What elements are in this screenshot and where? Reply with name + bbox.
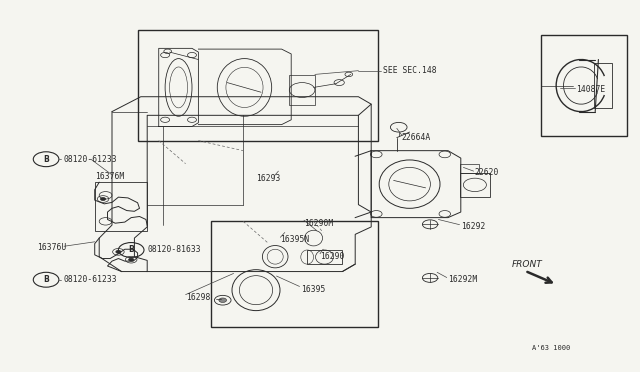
Bar: [211, 221, 378, 327]
Text: 16292: 16292: [461, 222, 485, 231]
Circle shape: [100, 198, 106, 201]
Bar: [460, 173, 490, 197]
Text: 16298: 16298: [186, 293, 210, 302]
Circle shape: [116, 250, 121, 253]
Text: B: B: [44, 155, 49, 164]
Bar: [541, 35, 627, 136]
Text: FRONT: FRONT: [512, 260, 543, 269]
Bar: [594, 63, 612, 108]
Bar: [307, 250, 342, 264]
Text: SEE SEC.148: SEE SEC.148: [383, 66, 436, 75]
Text: 08120-61233: 08120-61233: [64, 155, 118, 164]
Text: 14087E: 14087E: [576, 85, 605, 94]
Text: 16395: 16395: [301, 285, 325, 294]
Text: 08120-81633: 08120-81633: [147, 246, 201, 254]
Text: 16376M: 16376M: [95, 172, 124, 181]
Text: B: B: [129, 246, 134, 254]
Circle shape: [219, 298, 227, 302]
Text: 16292M: 16292M: [448, 275, 477, 284]
Text: 08120-61233: 08120-61233: [64, 275, 118, 284]
Text: 22620: 22620: [475, 169, 499, 177]
Bar: [289, 75, 315, 105]
Text: B: B: [44, 275, 49, 284]
Text: 16395N: 16395N: [280, 235, 310, 244]
Circle shape: [129, 258, 134, 261]
Text: 16376U: 16376U: [37, 243, 67, 252]
Text: 16290M: 16290M: [304, 219, 333, 228]
Bar: [138, 30, 378, 141]
Bar: [95, 182, 147, 231]
Text: 16290: 16290: [320, 252, 344, 261]
Bar: [460, 164, 479, 173]
Text: A'63 1000: A'63 1000: [532, 345, 571, 351]
Text: 16293: 16293: [256, 174, 280, 183]
Text: 22664A: 22664A: [402, 133, 431, 142]
